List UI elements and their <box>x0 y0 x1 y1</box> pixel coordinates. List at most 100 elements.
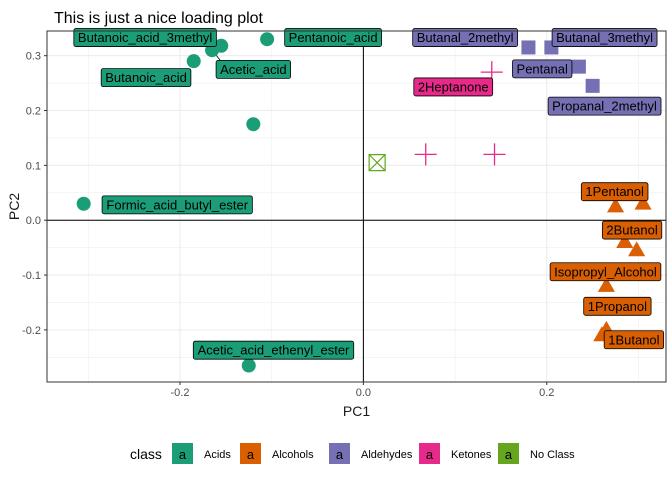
x-axis-ticks: -0.2 0.0 0.2 <box>170 382 554 399</box>
point-label-text: Acetic_acid_ethenyl_ester <box>198 343 350 358</box>
point-label-box <box>284 28 382 47</box>
point-label-box <box>192 340 355 360</box>
legend-item: a Acids <box>172 443 231 464</box>
point-label-group: 1Butanol <box>603 330 665 350</box>
y-tick-label: 0.1 <box>26 160 41 172</box>
legend: class a Acids a Alcohols a Aldehydes a Ketones a… <box>130 443 575 464</box>
point-label-group: Acetic_acid <box>215 59 291 79</box>
point-label-box <box>601 220 663 240</box>
legend-key <box>329 443 350 464</box>
legend-title: class <box>130 446 162 462</box>
point-acids <box>241 358 256 373</box>
y-tick-label: 0.2 <box>26 106 41 118</box>
legend-label: No Class <box>530 449 575 461</box>
point-label-box <box>215 59 291 79</box>
x-axis-title: PC1 <box>343 403 370 419</box>
panel-border <box>46 30 667 383</box>
point-label-box <box>100 68 192 88</box>
point-labels: Butanoic_acid_3methyl Pentanoic_acid Butan… <box>73 28 665 360</box>
legend-key-glyph: a <box>505 447 513 462</box>
point-label-text: Butanoic_acid_3methyl <box>78 30 213 45</box>
point-no-class <box>368 154 386 172</box>
point-alcohols <box>597 277 615 292</box>
legend-key-glyph: a <box>179 447 187 462</box>
chart-title: This is just a nice loading plot <box>54 10 264 27</box>
data-points <box>76 32 652 373</box>
point-label-group: Pentanal <box>512 59 573 79</box>
point-label-group: 1Pentanol <box>580 182 649 202</box>
legend-key-glyph: a <box>426 447 434 462</box>
point-label-text: 1Propanol <box>588 299 647 314</box>
point-aldehydes <box>571 59 586 74</box>
point-label-text: Acetic_acid <box>220 62 286 77</box>
point-aldehydes <box>585 78 600 93</box>
point-ketones <box>483 143 506 166</box>
point-label-group: Isopropyl_Alcohol <box>549 262 662 282</box>
point-label-group: Formic_acid_butyl_ester <box>101 195 253 215</box>
point-label-box <box>73 28 217 47</box>
point-acids <box>260 32 275 47</box>
point-acids <box>76 196 91 211</box>
point-alcohols <box>616 233 634 248</box>
point-alcohols <box>628 241 646 257</box>
legend-key <box>240 443 261 464</box>
point-label-group: 2Heptanone <box>413 77 494 97</box>
point-label-text: Propanal_2methyl <box>552 99 657 114</box>
point-label-text: 2Heptanone <box>418 79 489 94</box>
point-label-box <box>547 96 662 116</box>
point-label-box <box>551 28 658 47</box>
x-tick-label: 0.2 <box>539 387 554 399</box>
y-axis-ticks: -0.2 -0.1 0.0 0.1 0.2 0.3 <box>22 51 47 337</box>
legend-label: Aldehydes <box>361 449 413 461</box>
point-alcohols <box>607 197 625 213</box>
point-label-text: 2Butanol <box>606 223 657 238</box>
point-label-group: Butanoic_acid_3methyl <box>73 28 217 47</box>
point-label-group: Butanal_2methyl <box>412 28 519 47</box>
legend-label: Acids <box>204 449 231 461</box>
point-label-text: Butanal_2methyl <box>417 30 514 45</box>
point-label-text: 1Pentanol <box>585 184 644 199</box>
legend-item: a Ketones <box>419 443 492 464</box>
legend-item: a No Class <box>498 443 575 464</box>
point-ketones <box>414 143 437 166</box>
legend-label: Ketones <box>451 449 492 461</box>
point-label-text: Butanal_3methyl <box>556 30 653 45</box>
point-label-group: Butanoic_acid <box>100 68 192 88</box>
point-label-text: 1Butanol <box>608 332 659 347</box>
legend-key <box>498 443 519 464</box>
point-label-text: Isopropyl_Alcohol <box>554 264 657 279</box>
point-label-text: Butanoic_acid <box>105 70 187 85</box>
point-label-group: 2Butanol <box>601 220 663 240</box>
reference-lines <box>47 31 666 382</box>
point-acids <box>186 54 201 69</box>
point-label-box <box>412 28 519 47</box>
point-label-text: Formic_acid_butyl_ester <box>106 197 248 212</box>
legend-item: a Alcohols <box>240 443 314 464</box>
point-label-group: 1Propanol <box>583 296 652 316</box>
point-label-box <box>413 77 494 97</box>
point-aldehydes <box>521 40 536 55</box>
legend-item: a Aldehydes <box>329 443 413 464</box>
x-tick-label: 0.0 <box>356 387 371 399</box>
y-tick-label: -0.1 <box>22 270 41 282</box>
legend-key <box>419 443 440 464</box>
point-label-box <box>549 262 662 282</box>
legend-key-glyph: a <box>336 447 344 462</box>
legend-key-glyph: a <box>247 447 255 462</box>
y-tick-label: 0.3 <box>26 51 41 63</box>
point-label-text: Pentanal <box>517 61 568 76</box>
point-label-group: Acetic_acid_ethenyl_ester <box>192 340 355 360</box>
point-label-group: Pentanoic_acid <box>284 28 382 47</box>
point-label-box <box>512 59 573 79</box>
y-axis-title: PC2 <box>6 193 22 220</box>
point-alcohols <box>634 194 652 210</box>
point-label-box <box>583 296 652 316</box>
y-tick-label: 0.0 <box>26 215 41 227</box>
y-tick-label: -0.2 <box>22 325 41 337</box>
point-label-text: Pentanoic_acid <box>289 30 378 45</box>
point-label-box <box>580 182 649 202</box>
point-label-group: Propanal_2methyl <box>547 96 662 116</box>
point-label-box <box>101 195 253 215</box>
point-label-box <box>603 330 665 350</box>
